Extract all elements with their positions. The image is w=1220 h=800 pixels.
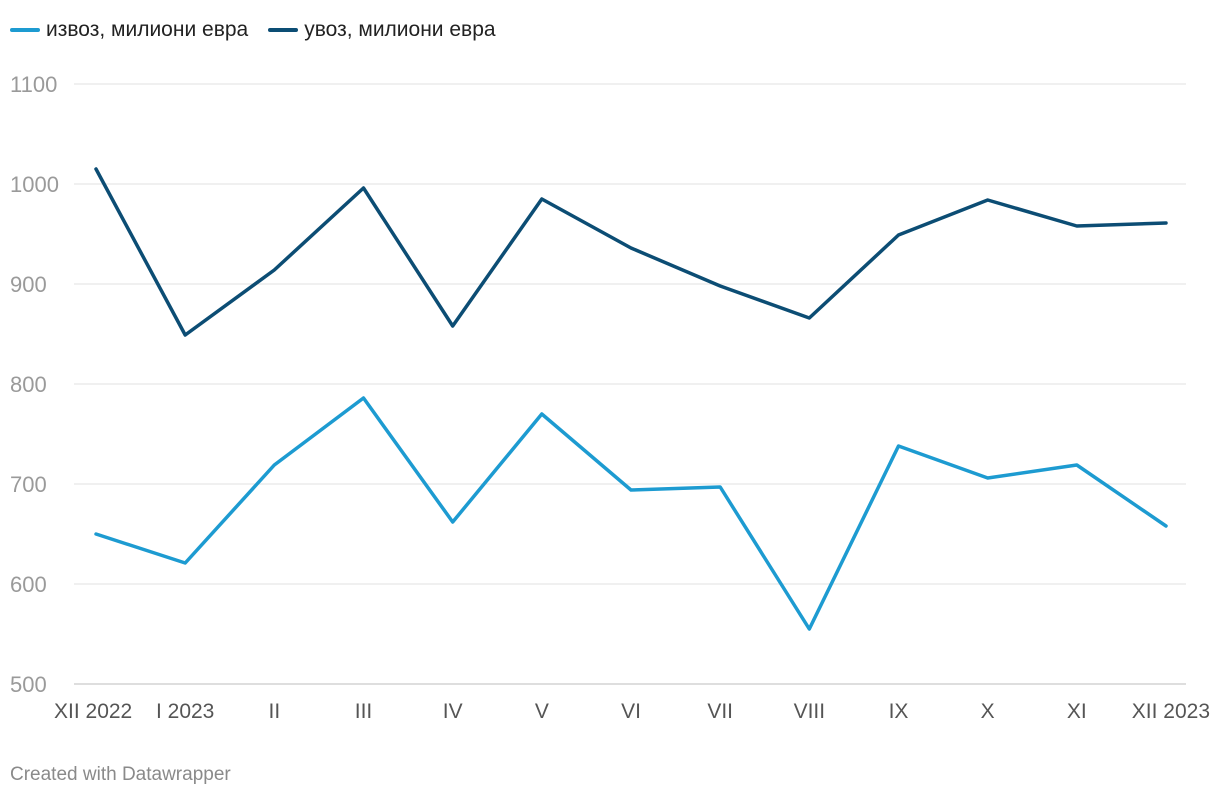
legend-swatch-export (10, 28, 40, 32)
y-tick-label: 600 (10, 572, 47, 597)
legend: извоз, милиони евра увоз, милиони евра (10, 14, 516, 46)
grid (74, 83, 1186, 685)
x-tick-label: IV (443, 700, 463, 723)
x-tick-label: VII (707, 700, 733, 723)
y-tick-label: 1100 (10, 72, 57, 97)
y-tick-label: 500 (10, 672, 47, 697)
line-chart: 500 600 700 800 900 1000 1100 XII 2022 I 2023 II… (10, 72, 1210, 723)
y-tick-label: 900 (10, 272, 47, 297)
x-tick-label: VIII (794, 700, 826, 723)
y-axis: 500 600 700 800 900 1000 1100 (10, 72, 59, 697)
y-tick-label: 800 (10, 372, 47, 397)
legend-item-export: извоз, милиони евра (10, 18, 248, 42)
x-tick-label: X (981, 700, 995, 723)
x-tick-label: II (268, 700, 280, 723)
x-tick-label: XII 2022 (54, 700, 132, 723)
x-tick-label: IX (889, 700, 909, 723)
x-axis: XII 2022 I 2023 II III IV V VI VII VIII IX X XI XII … (54, 700, 1210, 723)
x-tick-label: V (535, 700, 549, 723)
legend-label-import: увоз, милиони евра (304, 18, 496, 41)
y-tick-label: 700 (10, 472, 47, 497)
series-line-import (94, 167, 1168, 337)
x-tick-label: XII 2023 (1132, 700, 1210, 723)
legend-label-export: извоз, милиони евра (46, 18, 249, 41)
x-tick-label: III (355, 700, 373, 723)
x-tick-label: XI (1067, 700, 1087, 723)
x-tick-label: VI (621, 700, 641, 723)
credit: Created with Datawrapper (10, 764, 231, 785)
legend-swatch-import (268, 28, 299, 32)
x-tick-label: I 2023 (156, 700, 214, 723)
series-line-export (94, 396, 1168, 631)
legend-item-import: увоз, милиони евра (268, 18, 496, 42)
series-lines (94, 167, 1168, 631)
y-tick-label: 1000 (10, 172, 59, 197)
